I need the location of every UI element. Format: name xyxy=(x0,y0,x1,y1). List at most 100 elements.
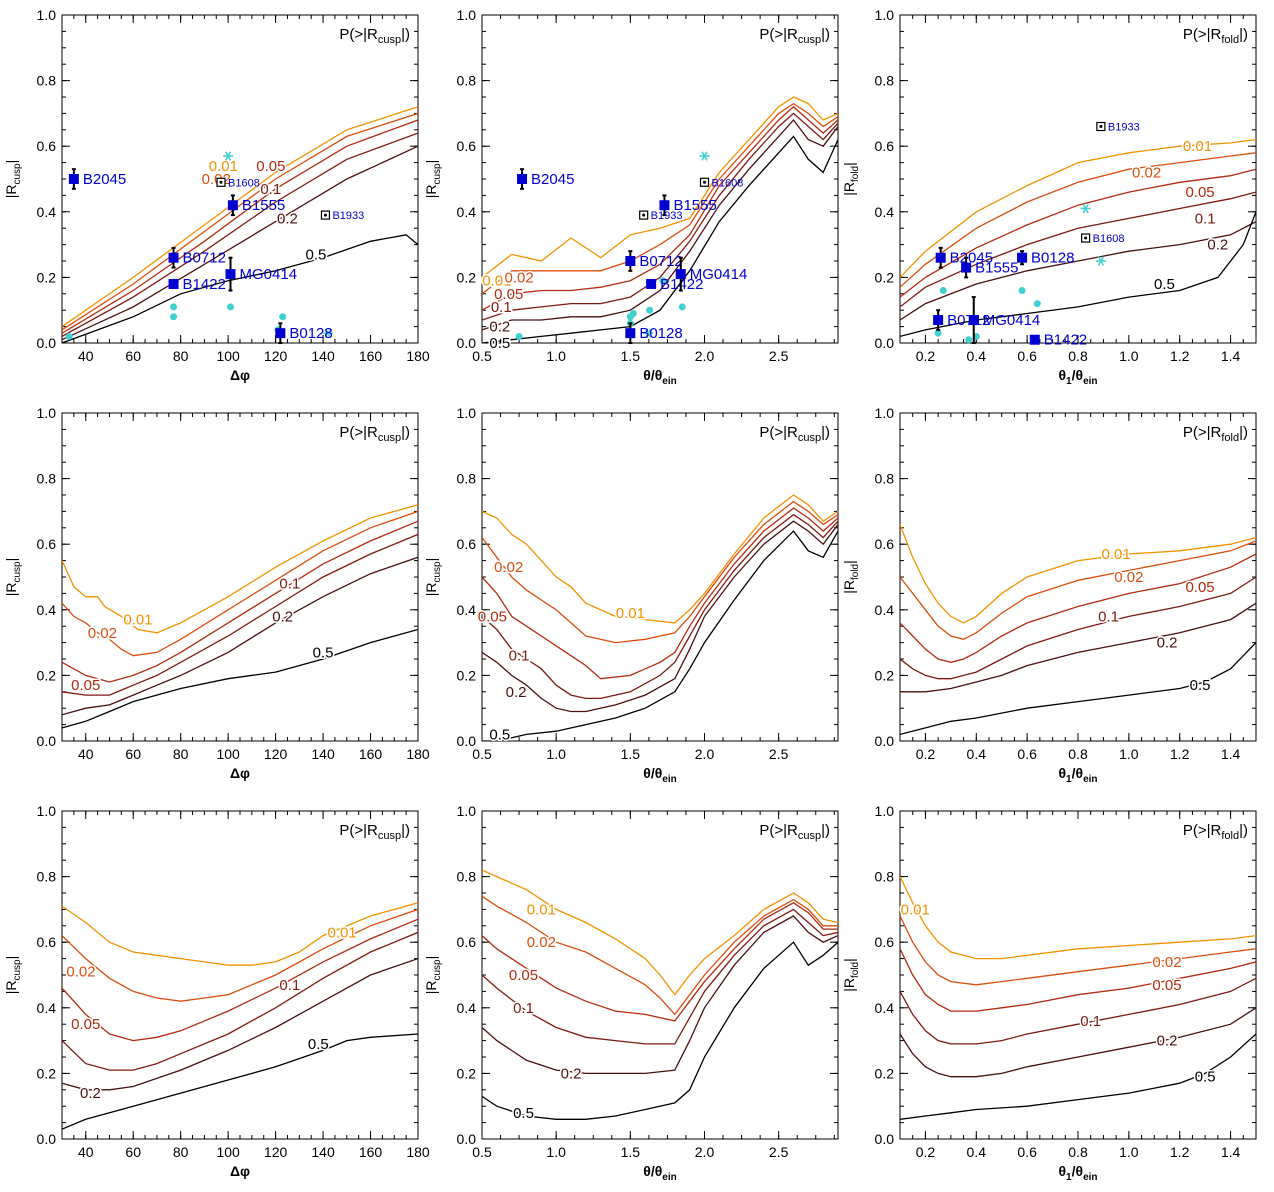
probability-label-sub: fold xyxy=(1221,432,1239,444)
x-tick-label: 120 xyxy=(264,1144,288,1160)
contour-line-0p05 xyxy=(62,918,418,1042)
x-tick-label: 2.0 xyxy=(695,1144,715,1160)
lens-label-B2045: B2045 xyxy=(531,171,574,188)
y-axis-label: |Rcusp| xyxy=(423,558,443,597)
x-axis-label-main: θ/θ xyxy=(643,367,662,383)
x-tick-label: 1.0 xyxy=(1119,746,1139,762)
contour-line-0p05 xyxy=(482,105,838,311)
x-axis-label: Δφ xyxy=(230,1163,250,1179)
y-tick-label: 0.4 xyxy=(457,1000,477,1016)
contour-lines xyxy=(900,138,1256,338)
simulated-dot xyxy=(279,313,287,321)
panel-row1-col3: 0.0 0.2 0.4 0.6 0.8 1.0 0.2 0.4 0.6 0.8 1.0 1.2 1.4 θ… xyxy=(841,7,1257,387)
x-tick-label: 100 xyxy=(216,348,240,364)
y-tick-label: 0.2 xyxy=(457,667,477,683)
y-axis-label-main: |R xyxy=(3,185,19,199)
x-axis-label: θ/θein xyxy=(643,1163,676,1183)
y-tick-label: 0.8 xyxy=(457,471,477,487)
x-tick-label: 1.0 xyxy=(546,746,566,762)
contour-label-0p01: 0.01 xyxy=(209,158,238,175)
contour-lines xyxy=(62,902,418,1130)
contour-line-0p1 xyxy=(482,908,838,1045)
contour-label-0p05: 0.05 xyxy=(1185,184,1214,201)
contour-line-0p02 xyxy=(62,510,418,657)
contour-label-0p2: 0.2 xyxy=(561,1065,582,1082)
y-tick-label: 0.2 xyxy=(457,269,477,285)
contour-line-0p2 xyxy=(900,602,1256,693)
lens-label-B2045: B2045 xyxy=(83,171,126,188)
lens-marker-B2045 xyxy=(68,174,79,184)
contour-line-0p02 xyxy=(62,908,418,1002)
x-tick-label: 0.4 xyxy=(967,1144,987,1160)
probability-label-sub: cusp xyxy=(798,432,821,444)
contour-line-0p02 xyxy=(900,540,1256,640)
lens-marker-open-dot xyxy=(1099,125,1103,129)
y-tick-label: 0.4 xyxy=(37,602,57,618)
y-axis-label-main: |R xyxy=(423,583,439,597)
contour-label-0p05: 0.05 xyxy=(1185,579,1214,596)
probability-label: P(>|Rcusp|) xyxy=(759,424,830,444)
x-tick-label: 1.2 xyxy=(1170,1144,1190,1160)
y-tick-label: 0.6 xyxy=(37,138,57,154)
probability-label-sub: fold xyxy=(1221,830,1239,842)
lens-label-B0128: B0128 xyxy=(289,325,332,342)
y-axis-label-post: | xyxy=(841,958,857,962)
x-axis-label-sub: 1 xyxy=(1066,1172,1072,1183)
probability-label-pre: P(>|R xyxy=(1183,424,1222,441)
contour-label-0p2: 0.2 xyxy=(1207,237,1228,254)
x-tick-label: 0.5 xyxy=(472,348,492,364)
contour-label-0p1: 0.1 xyxy=(260,181,281,198)
y-axis-label-main: |R xyxy=(423,981,439,995)
contour-line-0p05 xyxy=(900,553,1256,663)
x-tick-label: 80 xyxy=(173,746,189,762)
y-tick-label: 0.8 xyxy=(37,73,57,89)
probability-label-pre: P(>|R xyxy=(339,822,378,839)
x-axis-label-main: Δφ xyxy=(230,367,250,383)
contour-label-0p05: 0.05 xyxy=(494,286,523,303)
lens-label-B1608: B1608 xyxy=(712,177,744,189)
x-tick-label: 0.2 xyxy=(916,1144,936,1160)
y-axis-label: |Rfold| xyxy=(841,560,861,594)
y-tick-label: 0.6 xyxy=(875,536,895,552)
lens-label-B1608: B1608 xyxy=(228,177,260,189)
contour-line-0p01 xyxy=(900,876,1256,960)
probability-label-post: |) xyxy=(401,26,410,43)
panel-row1-col1: 0.0 0.2 0.4 0.6 0.8 1.0 40 60 80 100 120 140 160 180 Δ… xyxy=(3,7,430,383)
x-tick-label: 0.6 xyxy=(1017,746,1037,762)
x-tick-label: 0.8 xyxy=(1068,746,1088,762)
lens-marker-B1422 xyxy=(646,278,657,289)
contour-line-0p05 xyxy=(62,520,418,683)
y-axis-label-main: |R xyxy=(3,583,19,597)
contour-label-0p05: 0.05 xyxy=(509,967,538,984)
probability-label-sub: cusp xyxy=(378,432,401,444)
y-axis-label-main: |R xyxy=(423,185,439,199)
y-axis-label-sub: fold xyxy=(850,166,861,182)
x-tick-label: 0.4 xyxy=(967,746,987,762)
x-tick-label: 1.5 xyxy=(621,1144,641,1160)
asterisk-stroke xyxy=(324,328,331,338)
simulated-dot xyxy=(965,336,973,344)
contour-line-0p2 xyxy=(62,957,418,1091)
y-tick-label: 0.8 xyxy=(457,869,477,885)
y-tick-label: 1.0 xyxy=(457,405,477,421)
y-axis-label-post: | xyxy=(841,560,857,564)
y-tick-label: 0.2 xyxy=(37,667,57,683)
y-tick-label: 0.8 xyxy=(37,471,57,487)
contour-line-0p02 xyxy=(900,915,1256,986)
y-tick-label: 0.4 xyxy=(875,1000,895,1016)
x-tick-label: 1.0 xyxy=(1119,348,1139,364)
lens-marker-open-dot xyxy=(219,180,223,184)
lens-label-B1933: B1933 xyxy=(1108,122,1140,134)
contour-lines xyxy=(482,494,838,741)
contour-line-0p5 xyxy=(62,234,418,343)
x-axis-label-sub2: ein xyxy=(1083,376,1097,387)
probability-label-pre: P(>|R xyxy=(339,26,378,43)
y-axis-label-post: | xyxy=(3,160,19,164)
lens-marker-B1422 xyxy=(168,278,179,289)
y-axis-label-post: | xyxy=(841,162,857,166)
probability-label-pre: P(>|R xyxy=(1183,822,1222,839)
x-tick-label: 100 xyxy=(216,746,240,762)
lens-marker-B1422 xyxy=(1029,334,1040,345)
lens-marker-B2045 xyxy=(517,174,528,184)
panel-row3-col1: 0.0 0.2 0.4 0.6 0.8 1.0 40 60 80 100 120 140 160 180 Δ… xyxy=(3,803,430,1179)
